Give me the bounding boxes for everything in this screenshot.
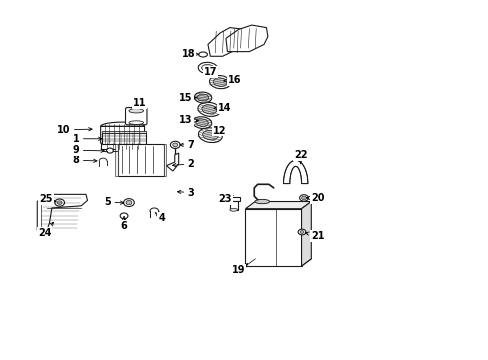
Ellipse shape	[198, 52, 207, 57]
Text: 16: 16	[224, 75, 241, 85]
Text: 15: 15	[179, 93, 196, 103]
Ellipse shape	[209, 76, 230, 89]
Bar	[101, 143, 144, 149]
Ellipse shape	[198, 128, 222, 143]
Text: 10: 10	[57, 125, 92, 135]
Circle shape	[55, 199, 64, 206]
Ellipse shape	[194, 92, 211, 103]
Ellipse shape	[254, 199, 269, 204]
Ellipse shape	[201, 64, 214, 72]
Bar	[102, 134, 146, 144]
Bar	[102, 131, 146, 134]
Text: 22: 22	[293, 150, 306, 164]
Polygon shape	[37, 194, 87, 232]
Text: 25: 25	[39, 194, 56, 204]
Circle shape	[172, 143, 177, 147]
Polygon shape	[301, 202, 311, 266]
Text: 3: 3	[177, 188, 194, 198]
Text: 23: 23	[218, 194, 233, 204]
Text: 11: 11	[131, 98, 146, 108]
Text: 9: 9	[73, 145, 104, 155]
Ellipse shape	[213, 78, 226, 86]
Text: 14: 14	[214, 103, 231, 113]
Polygon shape	[245, 202, 311, 209]
Circle shape	[299, 195, 308, 201]
Circle shape	[106, 148, 113, 153]
Ellipse shape	[129, 121, 143, 125]
Text: 8: 8	[73, 155, 97, 165]
Ellipse shape	[192, 117, 211, 129]
Circle shape	[123, 199, 134, 207]
Text: 18: 18	[181, 49, 199, 59]
Polygon shape	[101, 122, 144, 143]
Ellipse shape	[129, 109, 143, 113]
Text: 2: 2	[172, 159, 194, 169]
Circle shape	[301, 196, 306, 200]
Polygon shape	[207, 28, 246, 56]
Text: 20: 20	[306, 193, 324, 203]
Text: 19: 19	[231, 264, 247, 275]
Ellipse shape	[198, 102, 221, 116]
Text: 12: 12	[212, 126, 226, 135]
Polygon shape	[283, 160, 307, 184]
Bar	[163, 144, 166, 176]
Bar	[227, 197, 239, 201]
Polygon shape	[225, 25, 267, 51]
FancyBboxPatch shape	[125, 108, 147, 125]
Ellipse shape	[229, 208, 237, 211]
Circle shape	[170, 141, 180, 148]
Ellipse shape	[198, 62, 217, 74]
Text: 21: 21	[305, 231, 324, 240]
Circle shape	[120, 213, 128, 219]
Ellipse shape	[202, 130, 218, 140]
Bar	[245, 209, 301, 266]
Circle shape	[57, 201, 62, 204]
Text: 24: 24	[38, 222, 53, 238]
Circle shape	[126, 201, 132, 205]
Bar	[115, 144, 118, 176]
Text: 7: 7	[180, 140, 194, 150]
Bar	[229, 201, 237, 210]
Polygon shape	[166, 153, 178, 171]
Circle shape	[121, 224, 127, 228]
Ellipse shape	[197, 94, 208, 101]
Bar	[118, 144, 163, 176]
Text: 4: 4	[155, 212, 164, 222]
Circle shape	[298, 229, 305, 235]
Text: 1: 1	[73, 134, 102, 144]
Circle shape	[300, 230, 304, 233]
Text: 13: 13	[179, 115, 198, 125]
Ellipse shape	[202, 105, 216, 114]
Text: 5: 5	[104, 197, 123, 207]
Text: 17: 17	[203, 67, 217, 77]
Ellipse shape	[195, 119, 208, 126]
Text: 6: 6	[121, 217, 127, 230]
